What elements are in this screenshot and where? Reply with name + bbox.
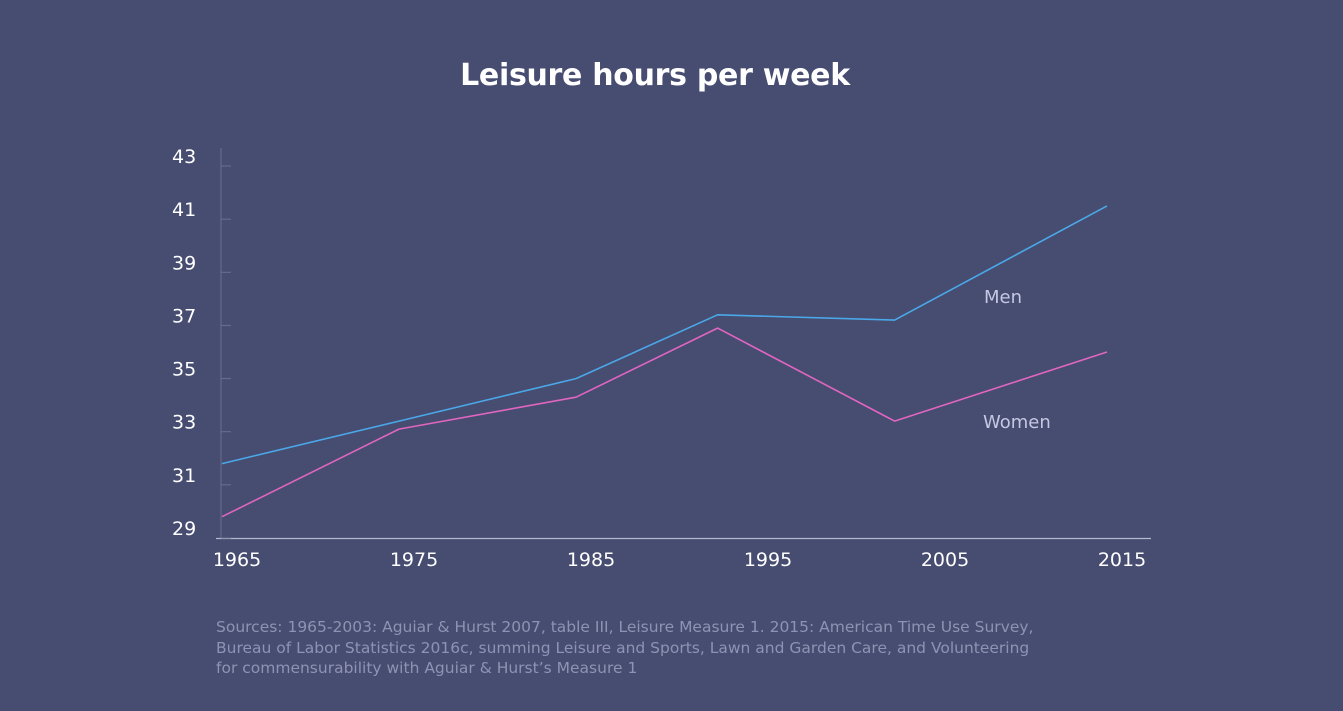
sources-note: Sources: 1965-2003: Aguiar & Hurst 2007,… (216, 617, 1046, 679)
y-tick-label: 43 (172, 146, 196, 168)
y-tick-label: 39 (172, 252, 196, 274)
y-tick-label: 41 (172, 199, 196, 221)
x-tick-label: 2015 (1098, 549, 1146, 571)
y-tick-label: 35 (172, 359, 196, 381)
y-tick-label: 37 (172, 305, 196, 327)
y-tick-label: 29 (172, 518, 196, 540)
chart-ticks: 29 31 33 35 37 39 41 43 1965 1975 1985 1995 2005 2015 (172, 146, 1146, 571)
chart-series-labels: Men Women (983, 287, 1051, 433)
chart-lines (221, 205, 1108, 518)
series-line-men (221, 205, 1108, 465)
series-line-women (221, 327, 1108, 518)
chart-axes (216, 148, 1151, 540)
chart-title: Leisure hours per week (460, 58, 850, 93)
x-tick-label: 1965 (213, 549, 261, 571)
x-tick-label: 1995 (744, 549, 792, 571)
x-tick-label: 2005 (921, 549, 969, 571)
x-tick-label: 1975 (390, 549, 438, 571)
sources-line-1: Sources: 1965-2003: Aguiar & Hurst 2007,… (216, 618, 1034, 636)
sources-line-3: for commensurability with Aguiar & Hurst… (216, 659, 638, 677)
y-tick-label: 31 (172, 465, 196, 487)
series-label-men: Men (984, 287, 1022, 308)
sources-line-2: Bureau of Labor Statistics 2016c, summin… (216, 638, 1030, 657)
x-tick-label: 1985 (567, 549, 615, 571)
series-label-women: Women (983, 412, 1051, 433)
y-tick-label: 33 (172, 412, 196, 434)
